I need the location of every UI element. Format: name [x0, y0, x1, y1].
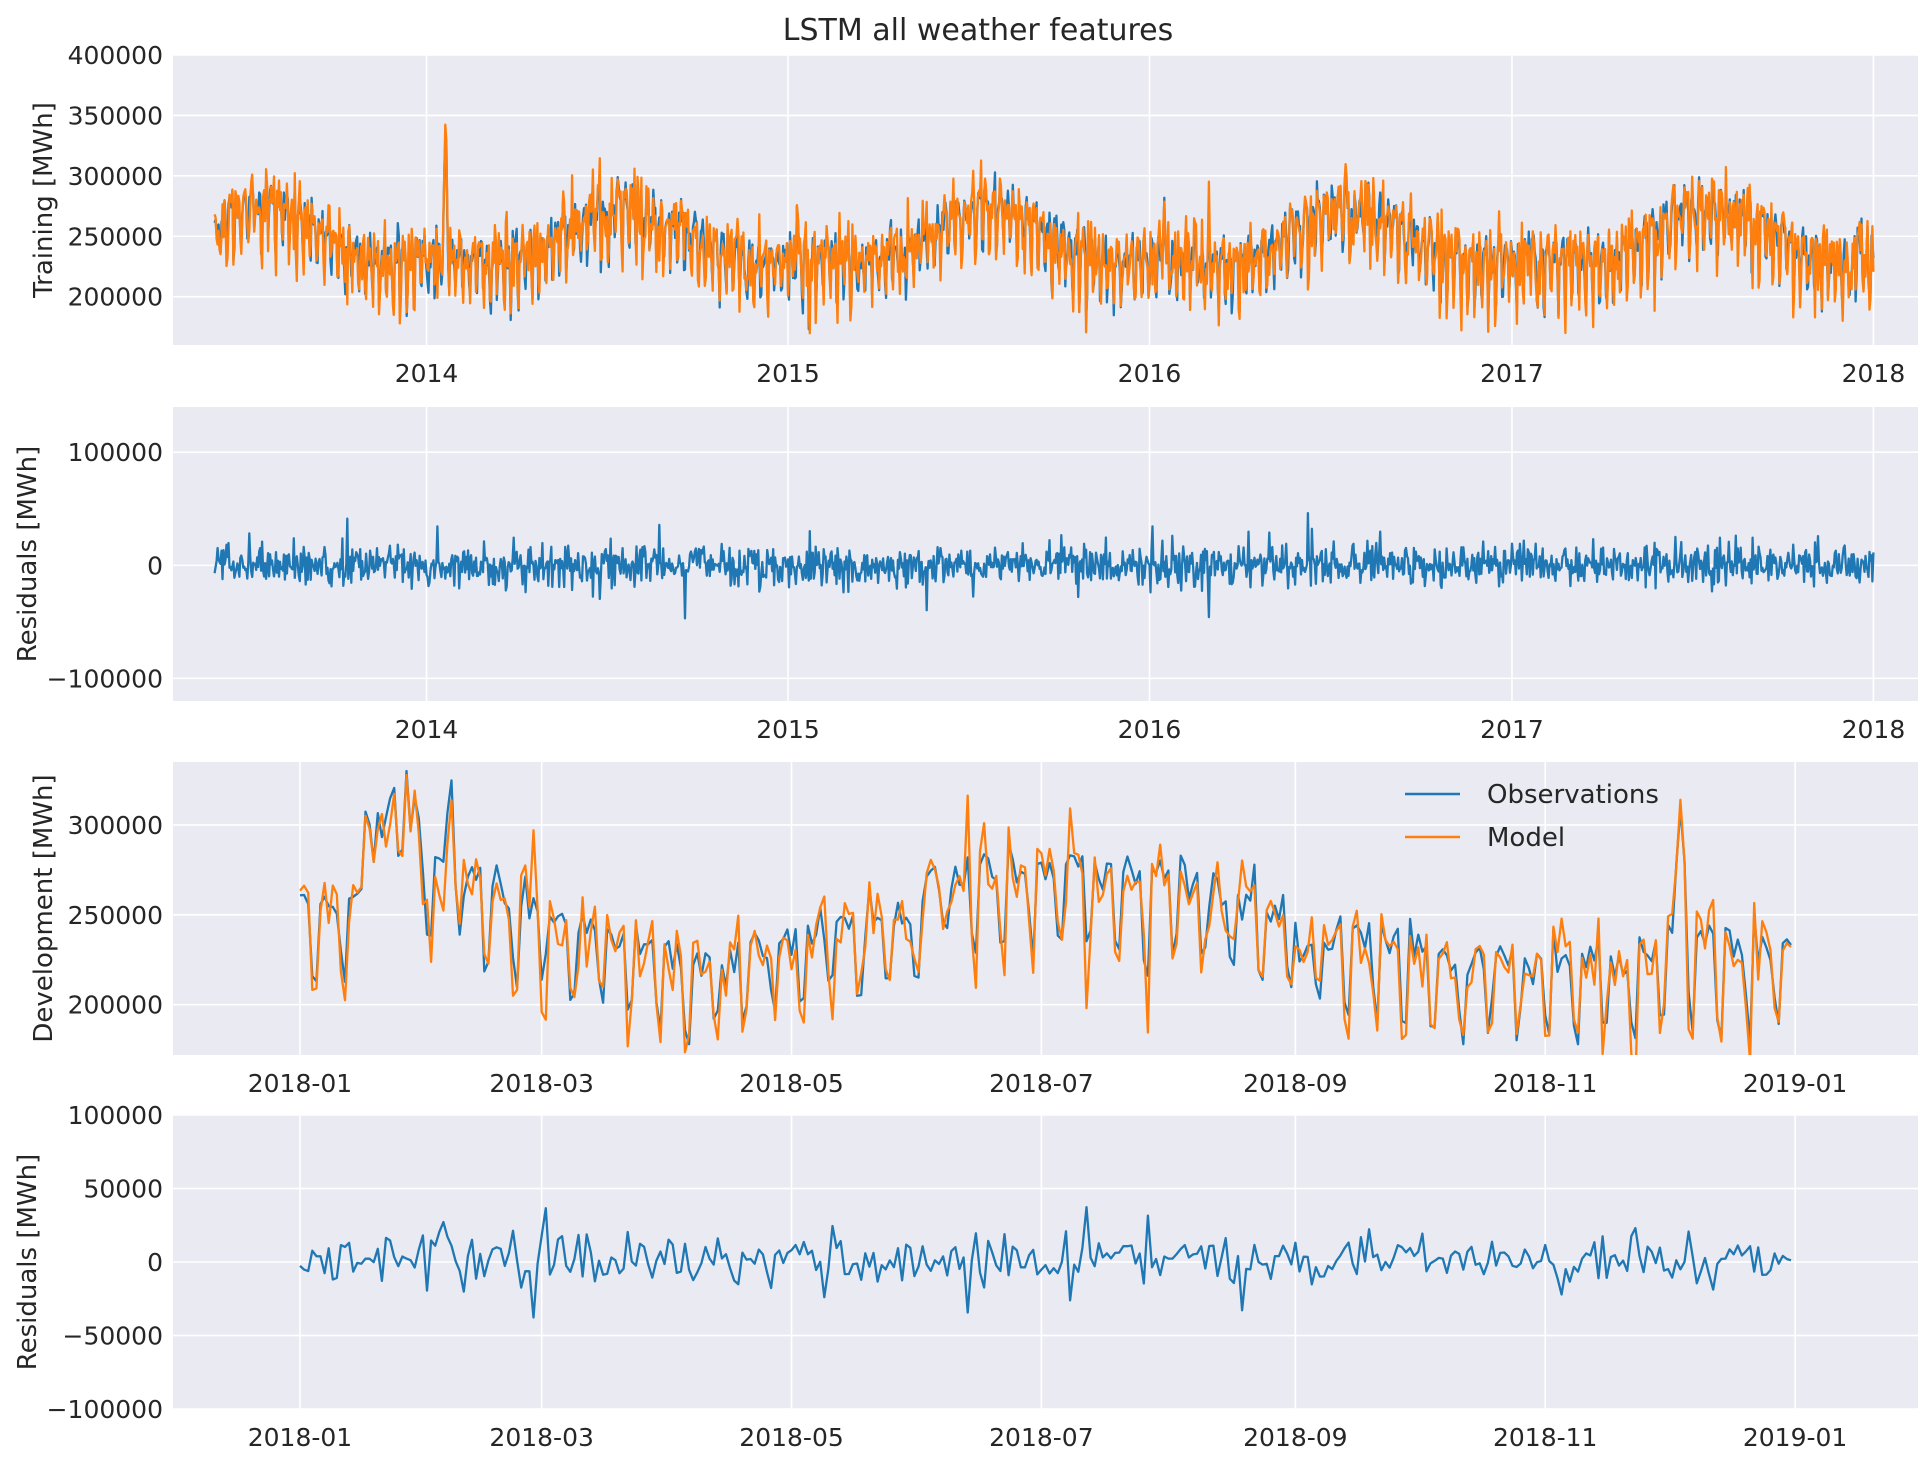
- x-tick-label: 2017: [1480, 715, 1544, 744]
- y-tick-label: 300000: [68, 162, 163, 191]
- x-tick-label: 2017: [1480, 359, 1544, 388]
- x-tick-label: 2018-11: [1493, 1069, 1597, 1098]
- y-tick-label: 200000: [68, 283, 163, 312]
- panel-1: 200000 250000 300000 350000 400000 2014 2015 20…: [29, 41, 1918, 388]
- x-tick-label: 2018-05: [739, 1423, 843, 1452]
- x-tick-label: 2015: [756, 359, 820, 388]
- y-tick-label: 0: [147, 551, 163, 580]
- y-tick-label: −100000: [47, 1395, 163, 1424]
- panel-4: −100000 −50000 0 50000 100000 2018-01 2018-03 2…: [13, 1101, 1918, 1452]
- x-tick-label: 2016: [1118, 715, 1182, 744]
- y-tick-label: 100000: [68, 1101, 163, 1130]
- y-tick-label: 300000: [68, 811, 163, 840]
- plot-area: [173, 55, 1918, 345]
- y-tick-label: 400000: [68, 41, 163, 70]
- y-tick-label: 100000: [68, 438, 163, 467]
- y-axis-label: Training [MWh]: [29, 102, 59, 299]
- x-tick-label: 2018-01: [248, 1423, 352, 1452]
- figure-title: LSTM all weather features: [783, 13, 1174, 48]
- x-tick-label: 2014: [395, 715, 459, 744]
- x-tick-label: 2019-01: [1743, 1069, 1847, 1098]
- legend-label-model: Model: [1487, 823, 1565, 853]
- x-tick-label: 2018-03: [489, 1423, 593, 1452]
- x-tick-label: 2018-11: [1493, 1423, 1597, 1452]
- x-tick-label: 2018-01: [248, 1069, 352, 1098]
- x-tick-label: 2018-07: [989, 1423, 1093, 1452]
- x-tick-label: 2014: [395, 359, 459, 388]
- plot-area: [173, 762, 1918, 1055]
- panel-3: 200000 250000 300000 2018-01 2018-03 2018-05 2…: [29, 762, 1918, 1098]
- x-tick-label: 2015: [756, 715, 820, 744]
- series-line-model: [213, 123, 1875, 335]
- y-axis-label: Development [MWh]: [29, 774, 59, 1042]
- x-tick-label: 2018-05: [739, 1069, 843, 1098]
- y-axis-label: Residuals [MWh]: [13, 1154, 43, 1371]
- series-line-residuals: [213, 512, 1875, 620]
- x-tick-label: 2018-09: [1243, 1423, 1347, 1452]
- panel-2: −100000 0 100000 2014 2015 2016 2017 2018 Residu…: [13, 407, 1918, 744]
- y-tick-label: 350000: [68, 101, 163, 130]
- y-tick-label: 50000: [83, 1175, 163, 1204]
- x-tick-label: 2016: [1118, 359, 1182, 388]
- x-tick-label: 2019-01: [1743, 1423, 1847, 1452]
- y-tick-label: 250000: [68, 222, 163, 251]
- y-tick-label: 0: [147, 1248, 163, 1277]
- series-line-residuals: [299, 1206, 1792, 1319]
- x-tick-label: 2018: [1842, 359, 1906, 388]
- legend: Observations Model: [1405, 780, 1659, 853]
- x-tick-label: 2018-03: [489, 1069, 593, 1098]
- y-tick-label: 250000: [68, 901, 163, 930]
- x-tick-label: 2018-07: [989, 1069, 1093, 1098]
- y-axis-label: Residuals [MWh]: [13, 446, 43, 663]
- x-tick-label: 2018-09: [1243, 1069, 1347, 1098]
- y-tick-label: −100000: [47, 664, 163, 693]
- x-tick-label: 2018: [1842, 715, 1906, 744]
- legend-label-observations: Observations: [1487, 780, 1659, 810]
- series-line-model: [299, 773, 1792, 1055]
- y-tick-label: −50000: [63, 1322, 163, 1351]
- y-tick-label: 200000: [68, 991, 163, 1020]
